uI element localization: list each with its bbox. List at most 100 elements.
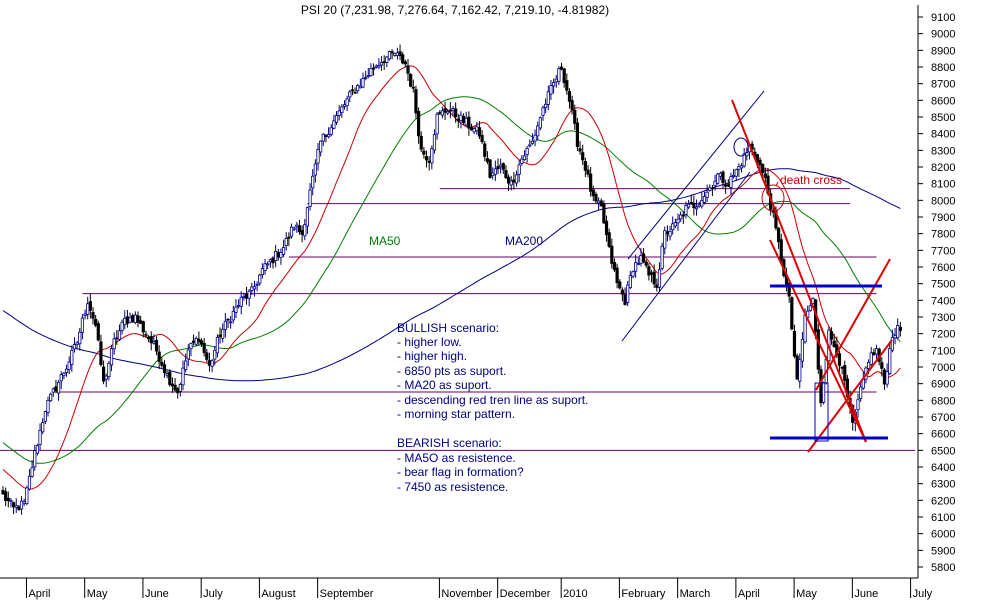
y-tick-label: 7800: [931, 229, 955, 241]
price-bar-body: [356, 85, 360, 92]
price-bar-body: [554, 78, 558, 83]
morning-star-box: [814, 382, 829, 442]
price-bar-body: [128, 317, 132, 323]
price-bar-body: [125, 316, 130, 324]
price-bar-body: [274, 251, 278, 262]
price-bar-body: [377, 64, 381, 68]
price-bar-body: [244, 294, 249, 299]
ma-line-ma20: [2, 65, 901, 490]
price-bar-body: [803, 314, 807, 343]
price-bar-body: [602, 203, 606, 224]
price-bar-body: [260, 268, 265, 276]
price-bar-body: [390, 51, 394, 54]
price-bar-body: [517, 164, 521, 175]
moving-averages: [2, 65, 901, 490]
price-bar-body: [173, 384, 177, 391]
price-bar-body: [88, 301, 92, 311]
price-bar-body: [430, 148, 434, 164]
price-bar-body: [520, 158, 524, 164]
y-tick-label: 6800: [931, 395, 955, 407]
price-bar-body: [644, 261, 648, 266]
price-bar-body: [731, 174, 736, 177]
price-bar-body: [763, 173, 767, 178]
price-bar-body: [880, 362, 884, 369]
y-tick-label: 7100: [931, 345, 955, 357]
x-tick-label: August: [261, 588, 295, 600]
price-bar-body: [358, 85, 362, 89]
price-bar-body: [19, 500, 24, 510]
price-bar-body: [406, 65, 410, 74]
trend-annotations: [621, 90, 893, 453]
price-bar-body: [869, 352, 873, 365]
price-bar-body: [279, 252, 283, 259]
price-bar-body: [96, 323, 100, 341]
price-bar-body: [146, 336, 151, 340]
price-bar-body: [215, 337, 220, 354]
price-bar-body: [414, 89, 418, 114]
red-channel-lower: [807, 339, 893, 453]
y-tick-label: 8200: [931, 162, 955, 174]
price-bar-body: [512, 179, 516, 183]
price-bar-body: [83, 313, 87, 317]
y-tick-label: 6600: [931, 429, 955, 441]
price-bar-body: [541, 107, 545, 116]
price-bar-body: [570, 100, 574, 111]
death-cross-pointer: [775, 181, 779, 187]
price-bar-body: [348, 91, 352, 98]
price-bar-body: [91, 311, 95, 319]
price-bar-body: [311, 175, 315, 189]
price-bar-body: [702, 196, 707, 203]
price-bar-body: [54, 386, 58, 392]
price-bar-body: [64, 368, 69, 373]
price-bar-body: [131, 315, 135, 323]
price-bar-body: [739, 165, 744, 169]
price-bar-body: [191, 340, 196, 343]
price-bar-body: [186, 349, 190, 360]
price-bar-body: [295, 224, 299, 227]
price-bar-body: [501, 163, 505, 170]
price-bar-body: [618, 281, 622, 289]
price-bar-body: [107, 363, 111, 378]
price-bar-body: [202, 342, 206, 353]
price-bar-body: [898, 326, 902, 331]
price-bar-body: [247, 290, 251, 299]
price-bar-body: [427, 160, 431, 163]
price-bar-body: [303, 224, 307, 237]
price-bar-body: [716, 173, 720, 184]
bullish-item: - descending red tren line as suport.: [397, 393, 588, 407]
price-bar-body: [856, 399, 860, 411]
x-tick-label: July: [913, 588, 933, 600]
price-bar-body: [448, 109, 452, 112]
price-bar-body: [43, 411, 47, 422]
price-bar-body: [33, 450, 37, 468]
price-bar-body: [104, 375, 108, 380]
price-bar-body: [816, 329, 820, 370]
price-bar-body: [634, 262, 638, 272]
price-bar-body: [115, 337, 119, 340]
price-bar-body: [276, 251, 280, 258]
price-bar-body: [374, 65, 378, 68]
price-bar-body: [345, 98, 349, 107]
ma200-label: MA200: [505, 234, 543, 248]
price-bar-body: [890, 337, 895, 351]
price-bar-body: [416, 110, 421, 137]
price-bar-body: [467, 116, 471, 129]
price-bar-body: [250, 286, 254, 291]
price-bar-body: [464, 118, 468, 126]
price-bar-body: [551, 82, 556, 87]
price-bar-body: [686, 203, 691, 208]
price-bar-body: [591, 189, 595, 197]
price-bars: [1, 44, 902, 515]
price-bar-body: [710, 187, 715, 190]
x-tick-label: February: [621, 588, 666, 600]
price-bar-body: [401, 54, 405, 64]
price-bar-body: [581, 152, 585, 161]
price-bar-body: [779, 239, 783, 262]
price-bar-body: [496, 166, 500, 170]
price-bar-body: [607, 232, 611, 247]
death-cross-circle: [761, 184, 785, 212]
price-bar-body: [419, 135, 423, 150]
price-bar-body: [596, 200, 601, 204]
bullish-item: - higher high.: [397, 349, 467, 363]
price-bar-body: [832, 340, 836, 347]
